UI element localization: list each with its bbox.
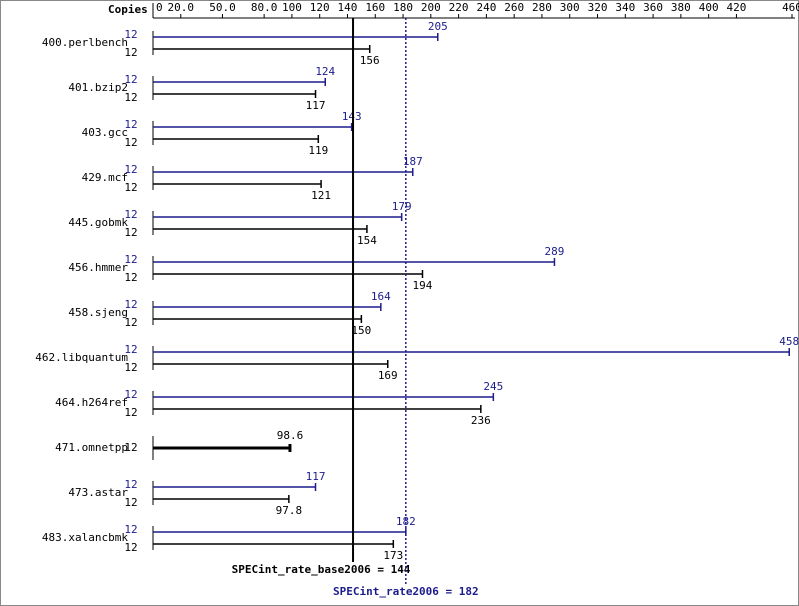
value-label: 182 [396,515,416,528]
value-label: 173 [383,549,403,562]
x-tick-label: 80.0 [251,1,278,14]
x-tick-label: 100 [282,1,302,14]
category-label: 471.omnetpp [55,441,128,454]
value-label: 143 [342,110,362,123]
x-tick-label: 200 [421,1,441,14]
x-tick-label: 360 [643,1,663,14]
x-tick-label: 340 [615,1,635,14]
value-label: 194 [413,279,433,292]
category-label: 462.libquantum [35,351,128,364]
copies-label: 12 [124,271,137,284]
copies-label: 12 [124,46,137,59]
x-tick-label: 400 [699,1,719,14]
copies-label: 12 [124,406,137,419]
value-label: 150 [351,324,371,337]
copies-label: 12 [124,91,137,104]
category-label: 458.sjeng [68,306,128,319]
x-tick-label: 160 [365,1,385,14]
x-tick-label: 240 [476,1,496,14]
category-label: 445.gobmk [68,216,128,229]
copies-label: 12 [124,208,137,221]
copies-label: 12 [124,441,137,454]
copies-label: 12 [124,388,137,401]
value-label: 458 [779,335,799,348]
copies-label: 12 [124,181,137,194]
category-label: 456.hmmer [68,261,128,274]
x-tick-label: 50.0 [209,1,236,14]
value-label: 124 [315,65,335,78]
copies-label: 12 [124,541,137,554]
x-tick-label: 300 [560,1,580,14]
copies-label: 12 [124,316,137,329]
copies-label: 12 [124,361,137,374]
value-label: 187 [403,155,423,168]
value-label: 154 [357,234,377,247]
category-label: 429.mcf [82,171,128,184]
value-label: 119 [308,144,328,157]
value-label: 205 [428,20,448,33]
value-label: 97.8 [276,504,303,517]
copies-label: 12 [124,163,137,176]
x-tick-label: 180 [393,1,413,14]
copies-label: 12 [124,136,137,149]
x-tick-label: 460 [782,1,799,14]
value-label: 236 [471,414,491,427]
category-label: 401.bzip2 [68,81,128,94]
x-tick-label: 380 [671,1,691,14]
copies-label: 12 [124,253,137,266]
category-label: 400.perlbench [42,36,128,49]
reference-label: SPECint_rate_base2006 = 144 [232,563,411,576]
value-label: 289 [545,245,565,258]
x-tick-label: 140 [338,1,358,14]
category-label: 464.h264ref [55,396,128,409]
category-label: 473.astar [68,486,128,499]
x-tick-label: 320 [588,1,608,14]
copies-label: 12 [124,226,137,239]
value-label: 156 [360,54,380,67]
x-tick-label: 120 [310,1,330,14]
copies-label: 12 [124,523,137,536]
copies-label: 12 [124,73,137,86]
category-label: 483.xalancbmk [42,531,128,544]
value-label: 169 [378,369,398,382]
copies-label: 12 [124,496,137,509]
value-label: 121 [311,189,331,202]
copies-label: 12 [124,478,137,491]
reference-label: SPECint_rate2006 = 182 [333,585,479,598]
copies-label: 12 [124,28,137,41]
value-label: 245 [483,380,503,393]
value-label: 179 [392,200,412,213]
value-label: 117 [306,470,326,483]
x-tick-label: 420 [726,1,746,14]
value-label: 164 [371,290,391,303]
x-tick-label: 20.0 [168,1,195,14]
value-label: 98.6 [277,429,304,442]
x-tick-label: 220 [449,1,469,14]
value-label: 117 [306,99,326,112]
copies-label: 12 [124,343,137,356]
axis-label: Copies [108,3,148,16]
x-tick-label: 0 [156,1,163,14]
copies-label: 12 [124,298,137,311]
x-tick-label: 280 [532,1,552,14]
copies-label: 12 [124,118,137,131]
category-label: 403.gcc [82,126,128,139]
x-tick-label: 260 [504,1,524,14]
